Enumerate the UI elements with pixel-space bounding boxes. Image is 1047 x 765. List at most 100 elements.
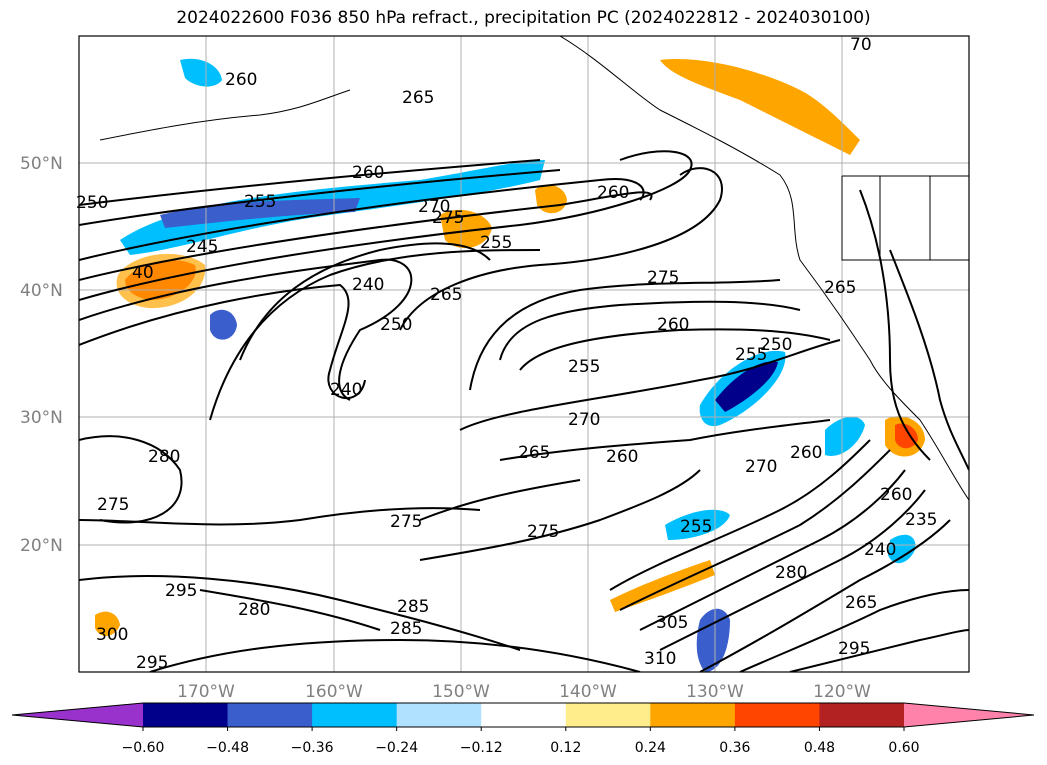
lat-axis-labels: 50°N 40°N 30°N 20°N (20, 154, 63, 556)
contour-label: 250 (380, 315, 412, 335)
colorbar-swatch (819, 703, 905, 727)
coastline (99, 36, 969, 501)
contour-label: 235 (905, 510, 937, 530)
lat-label-40n: 40°N (20, 281, 63, 301)
colorbar-tick-label: −0.60 (122, 740, 165, 756)
colorbar-tick-label: −0.36 (291, 740, 334, 756)
shade-blue-4 (825, 416, 865, 456)
contour-label: 260 (225, 70, 257, 90)
shade-red-2 (895, 423, 918, 449)
lat-label-20n: 20°N (20, 536, 63, 556)
colorbar-tick-label: 0.12 (550, 740, 581, 756)
lon-label-130w: 130°W (686, 682, 744, 702)
shade-navy-3 (696, 608, 730, 672)
contour-label: 265 (430, 285, 462, 305)
contour-label: 275 (97, 495, 129, 515)
contour-label: 240 (864, 540, 896, 560)
colorbar-tick-label: 0.48 (804, 740, 835, 756)
colorbar-tick-label: 0.24 (635, 740, 666, 756)
colorbar-swatch (227, 703, 313, 727)
contour-label: 280 (775, 563, 807, 583)
contour-label: 260 (657, 315, 689, 335)
map-panel: 260 265 260 255 270 275 250 245 260 255 … (20, 35, 970, 702)
lat-label-50n: 50°N (20, 154, 63, 174)
contour-label: 240 (330, 380, 362, 400)
contour-label: 255 (735, 345, 767, 365)
colorbar-arrow-left (12, 703, 143, 727)
colorbar-swatch (481, 703, 567, 727)
lon-label-150w: 150°W (432, 682, 490, 702)
contour-label: 245 (186, 237, 218, 257)
colorbar-swatch (565, 703, 651, 727)
lon-label-160w: 160°W (305, 682, 363, 702)
contour-label: 240 (352, 275, 384, 295)
lon-axis-labels: 170°W 160°W 150°W 140°W 130°W 120°W (177, 682, 871, 702)
contour-label: 265 (518, 443, 550, 463)
shade-navy-band (160, 198, 360, 228)
shade-orange-6 (95, 611, 120, 636)
contour-label: 270 (568, 410, 600, 430)
contour-label: 280 (148, 447, 180, 467)
colorbar-tick-label: −0.48 (206, 740, 249, 756)
colorbar-tick-label: −0.24 (375, 740, 418, 756)
contour-label: 250 (76, 193, 108, 213)
contour-label: 275 (527, 522, 559, 542)
colorbar-tick-label: 0.36 (719, 740, 750, 756)
contour-label: 255 (680, 517, 712, 537)
contour-label: 260 (606, 447, 638, 467)
contour-label: 295 (838, 639, 870, 659)
contour-label: 275 (432, 208, 464, 228)
shade-orange-5 (660, 59, 860, 155)
contour-label: 295 (165, 581, 197, 601)
contour-label: 305 (656, 613, 688, 633)
contour-label: 265 (402, 88, 434, 108)
contour-label: 300 (96, 625, 128, 645)
contour-label: 255 (244, 192, 276, 212)
lat-label-30n: 30°N (20, 408, 63, 428)
contour-label: 285 (390, 619, 422, 639)
shade-blue-dot-1 (210, 309, 237, 340)
contour-label: 260 (790, 443, 822, 463)
colorbar-swatch (396, 703, 482, 727)
refractivity-contours (79, 150, 969, 672)
contour-label: 285 (397, 597, 429, 617)
contour-label: 270 (418, 197, 450, 217)
shade-orange-3 (610, 560, 715, 612)
contour-label: 275 (647, 268, 679, 288)
colorbar-swatch (312, 703, 398, 727)
contour-label: 275 (390, 512, 422, 532)
contour-label: 255 (568, 357, 600, 377)
shade-blue-6 (180, 58, 222, 87)
colorbar-swatch (734, 703, 820, 727)
colorbar-tick-label: 0.60 (888, 740, 919, 756)
shade-navy-2 (715, 361, 778, 412)
contour-label: 270 (745, 457, 777, 477)
colorbar-swatch (143, 703, 229, 727)
contour-label-group: 260 265 260 255 270 275 250 245 260 255 … (76, 35, 937, 673)
contour-label: 265 (845, 593, 877, 613)
shade-blue-5 (888, 534, 916, 564)
contour-label: 260 (597, 183, 629, 203)
colorbar-swatch (650, 703, 736, 727)
lon-label-120w: 120°W (813, 682, 871, 702)
contour-label: 40 (132, 263, 154, 283)
contour-label: 310 (644, 649, 676, 669)
colorbar-tick-label: −0.12 (460, 740, 503, 756)
shade-orange-1 (440, 209, 492, 249)
contour-label: 250 (760, 335, 792, 355)
colorbar-arrow-right (904, 703, 1034, 727)
contour-label: 260 (352, 163, 384, 183)
contour-label: 260 (880, 485, 912, 505)
shade-blue-3 (665, 509, 730, 540)
colorbar: −0.60 −0.48 −0.36 −0.24 −0.12 0.12 0.24 0.36 0.4… (11, 702, 1035, 756)
lon-label-170w: 170°W (177, 682, 235, 702)
contour-label: 295 (136, 653, 168, 673)
contour-label: 70 (850, 35, 872, 55)
precip-shading (95, 58, 925, 672)
contour-label: 280 (238, 600, 270, 620)
contour-label: 255 (480, 233, 512, 253)
map-title: 2024022600 F036 850 hPa refract., precip… (176, 8, 871, 28)
lon-label-140w: 140°W (559, 682, 617, 702)
contour-label: 265 (824, 278, 856, 298)
graticule (79, 36, 969, 672)
